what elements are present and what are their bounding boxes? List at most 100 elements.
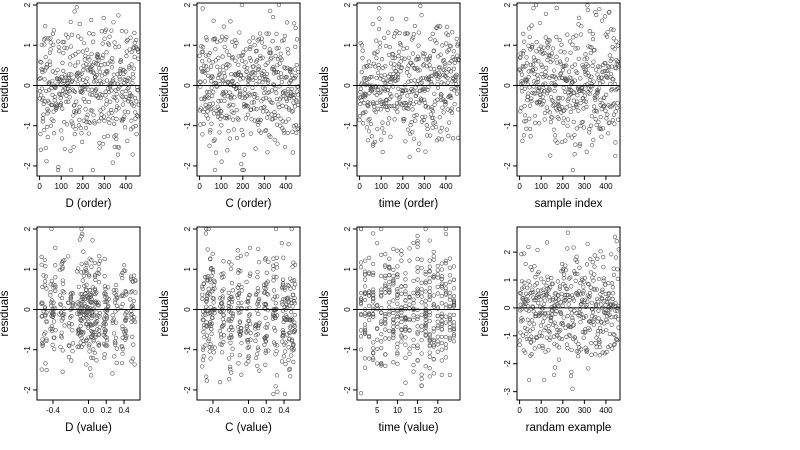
data-point: [78, 323, 83, 328]
data-point: [562, 293, 568, 298]
data-point: [242, 87, 248, 92]
data-point: [123, 88, 128, 94]
data-point: [602, 103, 607, 108]
data-point: [591, 48, 596, 53]
data-point: [613, 109, 618, 114]
data-point: [99, 62, 104, 68]
data-point: [540, 94, 545, 99]
data-point: [529, 98, 534, 104]
data-point: [84, 260, 89, 265]
data-point: [570, 315, 575, 321]
data-point: [221, 313, 226, 318]
data-point: [204, 296, 209, 302]
data-point: [209, 273, 214, 279]
data-point: [602, 14, 608, 19]
data-point: [130, 80, 135, 86]
data-point: [447, 265, 453, 270]
data-point: [521, 65, 526, 70]
data-point: [66, 354, 72, 360]
data-point: [292, 76, 297, 81]
data-point: [379, 226, 384, 232]
data-point: [560, 68, 566, 73]
data-point: [448, 93, 453, 98]
data-point: [53, 70, 58, 75]
data-point: [236, 69, 241, 75]
data-point: [279, 57, 284, 62]
data-point: [451, 332, 457, 337]
data-point: [207, 101, 212, 107]
data-point: [554, 324, 559, 329]
data-point: [415, 244, 420, 249]
data-point: [123, 78, 128, 83]
data-point: [545, 277, 550, 283]
data-point: [49, 226, 54, 232]
data-point: [567, 103, 572, 108]
data-point: [265, 322, 270, 327]
data-point: [358, 260, 364, 265]
data-point: [399, 334, 404, 339]
data-point: [93, 277, 98, 282]
data-point: [273, 86, 278, 92]
data-point: [544, 283, 549, 288]
data-point: [124, 333, 129, 339]
data-point: [220, 304, 225, 310]
data-point: [86, 297, 91, 302]
data-point: [219, 114, 224, 119]
plot-frame: [516, 226, 621, 401]
data-point: [592, 47, 597, 53]
data-point: [204, 323, 209, 328]
data-point: [252, 42, 257, 48]
data-point: [282, 65, 287, 70]
data-point: [124, 29, 129, 34]
data-point: [455, 135, 461, 140]
data-point: [247, 245, 253, 251]
data-point: [102, 62, 107, 67]
data-point: [586, 282, 591, 287]
data-point: [272, 315, 277, 320]
data-point: [595, 332, 600, 337]
x-tick-label: 0.4: [118, 406, 130, 415]
data-point: [587, 127, 592, 132]
data-point: [405, 45, 410, 51]
data-point: [97, 332, 102, 337]
data-point: [257, 320, 262, 325]
data-point: [269, 88, 275, 93]
data-point: [262, 104, 267, 109]
data-point: [389, 103, 394, 109]
data-point: [371, 346, 376, 351]
data-point: [239, 372, 244, 377]
data-point: [102, 299, 107, 304]
data-point: [50, 102, 55, 108]
data-point: [439, 340, 444, 346]
data-point: [423, 324, 428, 329]
data-point: [383, 314, 388, 319]
data-point: [456, 57, 461, 62]
data-point: [202, 79, 208, 84]
x-tick-label: 200: [236, 182, 250, 191]
data-point: [553, 303, 558, 308]
x-tick-label: 15: [413, 406, 422, 415]
data-point: [403, 342, 408, 347]
data-point: [558, 59, 563, 64]
data-point: [393, 69, 398, 74]
data-point: [135, 47, 140, 52]
data-point: [275, 294, 280, 299]
data-point: [100, 41, 105, 46]
data-point: [388, 134, 393, 139]
data-point: [108, 107, 114, 113]
data-point: [564, 286, 569, 291]
data-point: [283, 119, 288, 124]
data-point: [73, 126, 78, 132]
data-point: [443, 355, 448, 360]
data-point: [77, 21, 82, 27]
data-point: [44, 286, 49, 291]
data-point: [566, 302, 571, 307]
data-point: [427, 310, 432, 315]
data-point: [585, 8, 590, 13]
data-point: [102, 327, 107, 332]
data-point: [97, 69, 102, 74]
data-point: [210, 101, 216, 106]
data-point: [39, 254, 44, 259]
data-point: [281, 255, 286, 260]
data-point: [40, 301, 45, 306]
